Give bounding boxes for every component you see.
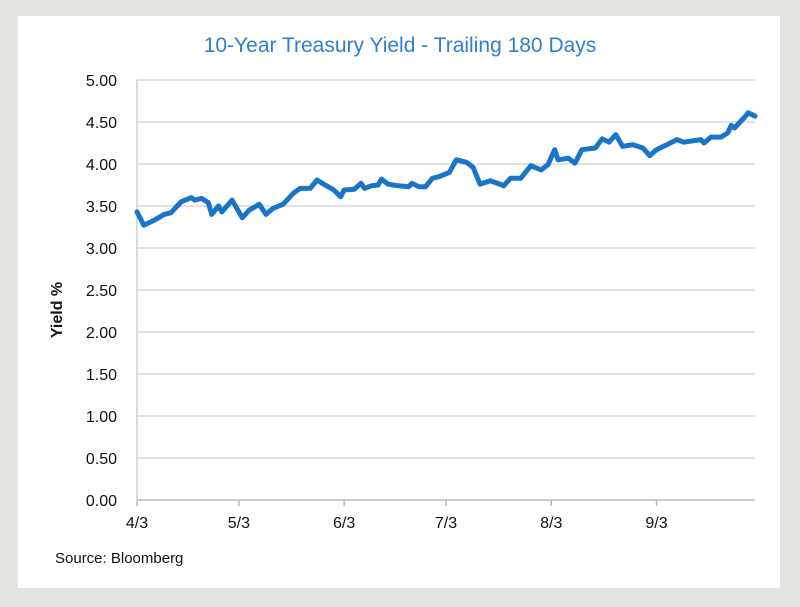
x-tick-label: 8/3 (540, 515, 562, 532)
y-tick-label: 2.00 (86, 325, 117, 342)
y-tick-label: 1.50 (86, 367, 117, 384)
y-tick-label: 0.00 (86, 493, 117, 510)
y-tick-label: 0.50 (86, 451, 117, 468)
chart-title: 10-Year Treasury Yield - Trailing 180 Da… (203, 34, 597, 57)
y-tick-label: 5.00 (86, 73, 117, 90)
x-tick-label: 7/3 (435, 515, 457, 532)
y-tick-label: 4.50 (86, 115, 117, 132)
source-note: Source: Bloomberg (55, 550, 184, 567)
series-line (134, 110, 758, 228)
y-tick-label: 1.00 (86, 409, 117, 426)
y-axis-label: Yield % (49, 282, 66, 338)
y-tick-label: 3.50 (86, 199, 117, 216)
chart-frame (18, 16, 780, 588)
y-tick-label: 3.00 (86, 241, 117, 258)
x-tick-label: 9/3 (645, 515, 667, 532)
y-tick-label: 4.00 (86, 157, 117, 174)
x-tick-label: 6/3 (333, 515, 355, 532)
x-tick-label: 4/3 (126, 515, 148, 532)
x-tick-label: 5/3 (228, 515, 250, 532)
y-tick-label: 2.50 (86, 283, 117, 300)
